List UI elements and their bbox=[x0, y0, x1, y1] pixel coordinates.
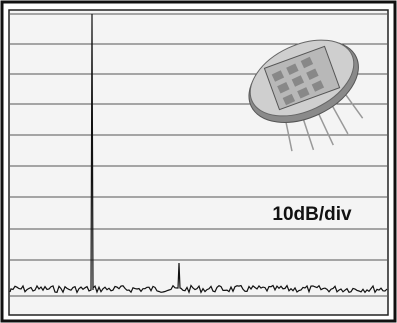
chip-photo bbox=[248, 39, 364, 152]
spectrum-trace bbox=[9, 13, 388, 294]
scale-annotation: 10dB/div bbox=[272, 204, 352, 225]
